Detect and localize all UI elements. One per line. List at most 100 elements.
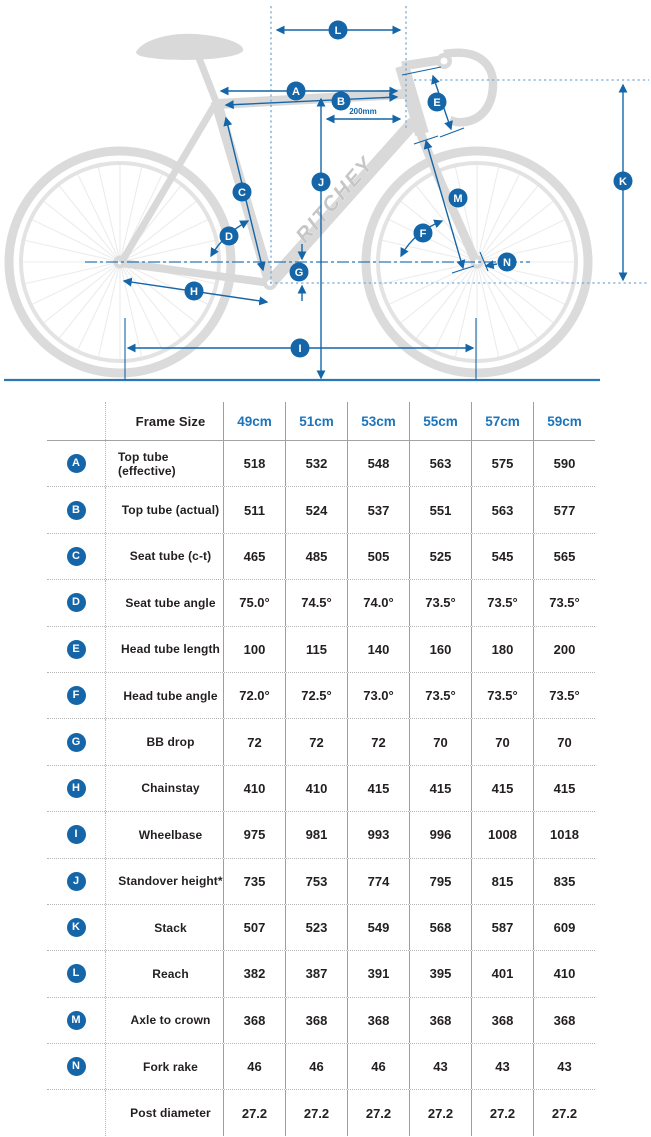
row-letter-cell: F bbox=[47, 673, 105, 718]
row-letter-cell: H bbox=[47, 766, 105, 811]
wheel-spoke bbox=[433, 261, 478, 352]
row-value: 511 bbox=[223, 487, 285, 533]
row-value: 415 bbox=[471, 765, 533, 812]
size-column-header: 53cm bbox=[347, 402, 409, 440]
row-value: 410 bbox=[285, 765, 347, 812]
row-value: 609 bbox=[533, 904, 595, 951]
row-value: 72 bbox=[285, 719, 347, 765]
row-value: 563 bbox=[471, 487, 533, 533]
table-row: L Reach 382 387 391 395 401 410 bbox=[47, 950, 595, 997]
row-value: 577 bbox=[533, 487, 595, 533]
wheel-spoke bbox=[30, 261, 121, 306]
row-label: Fork rake bbox=[105, 1044, 223, 1090]
row-label: Top tube (actual) bbox=[105, 487, 223, 533]
row-value: 27.2 bbox=[285, 1090, 347, 1136]
marker-badge-l: L bbox=[328, 20, 348, 40]
frame-size-header: Frame Size bbox=[105, 402, 223, 440]
row-value: 505 bbox=[347, 533, 409, 580]
wheel-spoke bbox=[97, 165, 121, 263]
bike-geometry-diagram: RITCHEY 200mm bbox=[0, 0, 651, 396]
wheel-spoke bbox=[57, 261, 121, 340]
geometry-diagram-svg: RITCHEY 200mm bbox=[4, 6, 649, 382]
row-label: Head tube angle bbox=[105, 672, 223, 719]
row-letter-cell: N bbox=[47, 1044, 105, 1089]
row-value: 27.2 bbox=[223, 1090, 285, 1136]
row-value: 735 bbox=[223, 858, 285, 904]
row-letter-cell: J bbox=[47, 859, 105, 904]
table-row: J Standover height* 735 753 774 795 815 835 bbox=[47, 857, 595, 904]
row-value: 549 bbox=[347, 904, 409, 951]
svg-text:N: N bbox=[503, 257, 511, 269]
svg-text:F: F bbox=[420, 228, 427, 240]
row-value: 563 bbox=[409, 441, 471, 487]
row-letter-badge: F bbox=[66, 686, 86, 706]
row-value: 1018 bbox=[533, 812, 595, 858]
row-value: 537 bbox=[347, 487, 409, 533]
marker-badge-m: M bbox=[448, 188, 468, 208]
marker-badge-i: I bbox=[290, 338, 310, 358]
row-value: 545 bbox=[471, 533, 533, 580]
wheel-spoke bbox=[454, 261, 478, 359]
row-letter-badge: B bbox=[66, 500, 86, 520]
table-row: I Wheelbase 975 981 993 996 1008 1018 bbox=[47, 811, 595, 858]
tick-headtube-top bbox=[401, 66, 442, 76]
wheel-spoke bbox=[23, 239, 121, 263]
row-letter-badge: C bbox=[66, 546, 86, 566]
row-letter-badge: G bbox=[66, 732, 86, 752]
geometry-table-body: A Top tube (effective) 518 532 548 563 575 590 B… bbox=[47, 441, 595, 1136]
row-value: 46 bbox=[223, 1044, 285, 1090]
tick-headtube-bottom bbox=[439, 127, 465, 138]
row-label: Seat tube angle bbox=[105, 580, 223, 626]
table-row: D Seat tube angle 75.0° 74.5° 74.0° 73.5° 73.5… bbox=[47, 579, 595, 626]
row-value: 415 bbox=[347, 765, 409, 812]
table-row: B Top tube (actual) 511 524 537 551 563 577 bbox=[47, 486, 595, 533]
row-value: 548 bbox=[347, 441, 409, 487]
wheel-spoke bbox=[476, 184, 540, 263]
svg-text:A: A bbox=[292, 86, 300, 98]
marker-badge-k: K bbox=[613, 171, 633, 191]
row-label: Seat tube (c-t) bbox=[105, 533, 223, 580]
marker-badge-g: G bbox=[289, 262, 309, 282]
row-value: 72 bbox=[347, 719, 409, 765]
table-header-row: Frame Size 49cm 51cm 53cm 55cm 57cm 59cm bbox=[47, 402, 595, 441]
saddle bbox=[136, 33, 244, 60]
marker-badge-h: H bbox=[184, 281, 204, 301]
wheel-spoke bbox=[97, 261, 121, 359]
row-value: 70 bbox=[471, 719, 533, 765]
wheel-spoke bbox=[476, 261, 540, 340]
row-letter-cell: M bbox=[47, 998, 105, 1043]
dimension-B-top-tube-actual bbox=[224, 92, 399, 110]
svg-text:C: C bbox=[238, 187, 246, 199]
row-label: Wheelbase bbox=[105, 812, 223, 858]
size-column-header: 57cm bbox=[471, 402, 533, 440]
row-value: 368 bbox=[285, 997, 347, 1044]
svg-text:I: I bbox=[298, 343, 301, 355]
marker-badge-j: J bbox=[311, 172, 331, 192]
row-label: Chainstay bbox=[105, 765, 223, 812]
row-value: 368 bbox=[409, 997, 471, 1044]
row-letter-cell: L bbox=[47, 951, 105, 996]
wheel-spoke bbox=[76, 172, 121, 263]
row-value: 587 bbox=[471, 904, 533, 951]
row-value: 815 bbox=[471, 858, 533, 904]
row-value: 975 bbox=[223, 812, 285, 858]
wheel-spoke bbox=[414, 261, 478, 340]
wheel-spoke bbox=[42, 261, 121, 325]
row-value: 532 bbox=[285, 441, 347, 487]
row-value: 72.5° bbox=[285, 672, 347, 719]
rear-wheel bbox=[21, 163, 219, 361]
row-value: 43 bbox=[409, 1044, 471, 1090]
table-row: F Head tube angle 72.0° 72.5° 73.0° 73.5° 73.5… bbox=[47, 671, 595, 719]
bar-clamp-bolt bbox=[440, 57, 448, 65]
wheel-spoke bbox=[476, 165, 500, 263]
row-label: Stack bbox=[105, 904, 223, 951]
row-label: Axle to crown bbox=[105, 997, 223, 1044]
row-letter-badge: J bbox=[66, 871, 86, 891]
marker-badge-c: C bbox=[232, 182, 252, 202]
row-letter-badge: A bbox=[66, 454, 86, 474]
table-row: H Chainstay 410 410 415 415 415 415 bbox=[47, 764, 595, 812]
row-letter-cell: C bbox=[47, 534, 105, 579]
marker-badge-e: E bbox=[427, 92, 447, 112]
row-letter-badge: L bbox=[66, 964, 86, 984]
